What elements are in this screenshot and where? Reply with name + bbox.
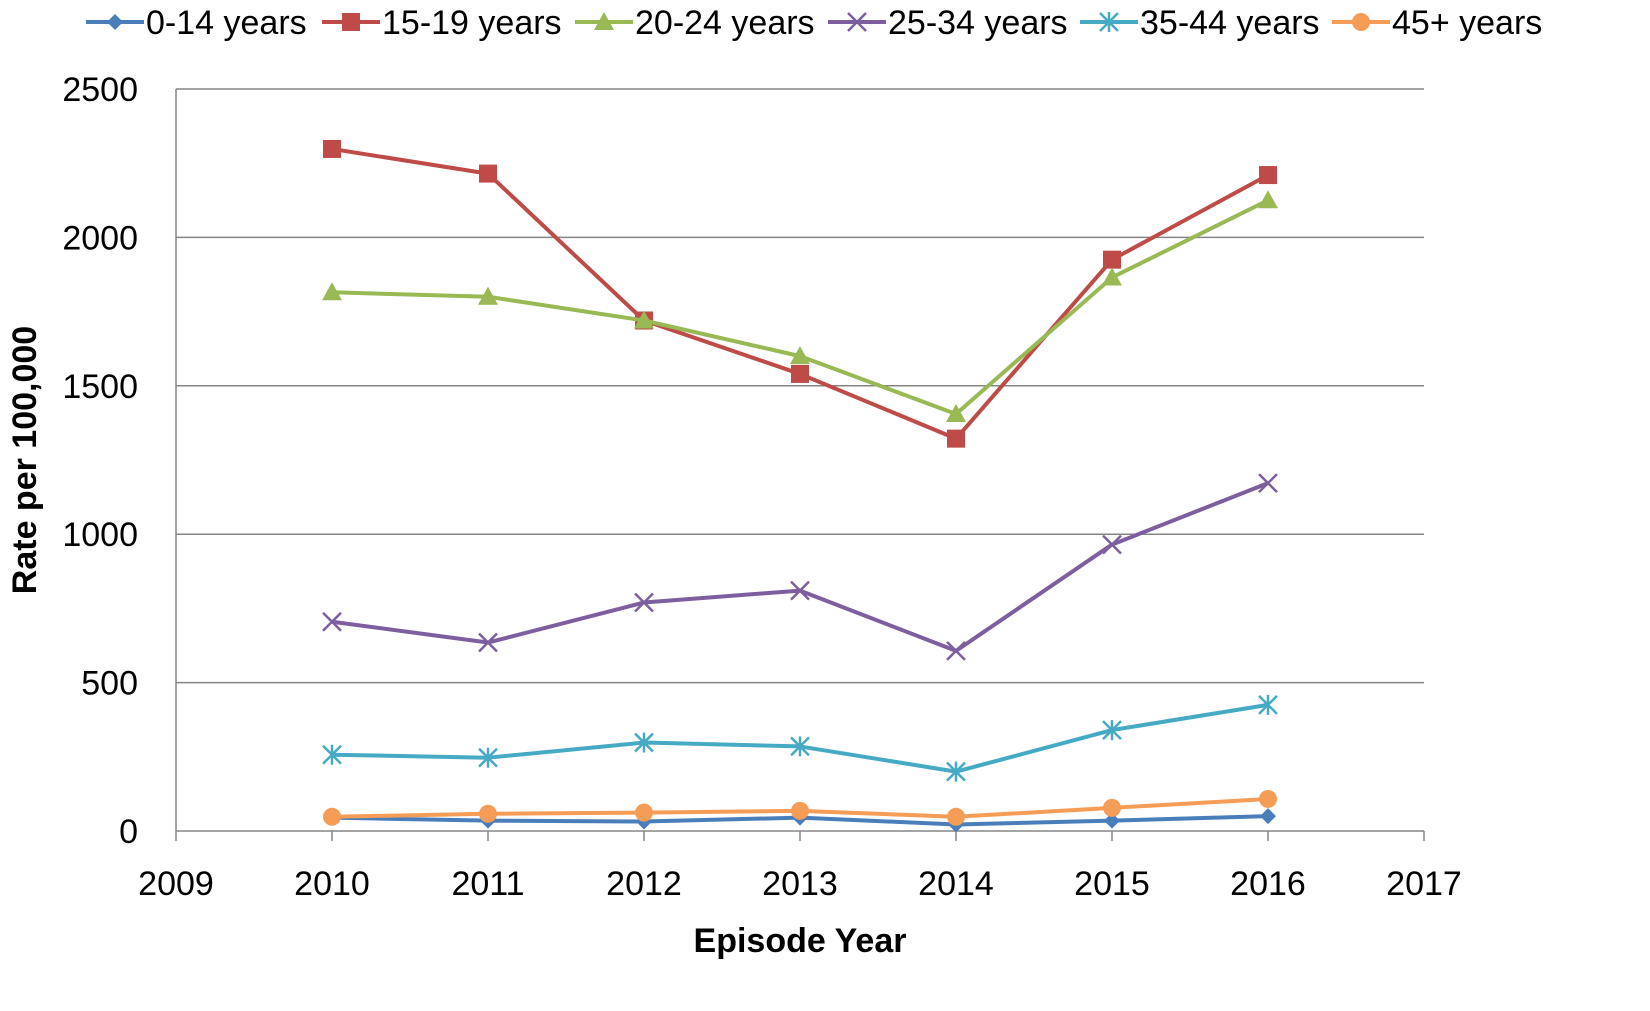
x-tick-label: 2015 bbox=[1074, 865, 1150, 903]
legend-label: 20-24 years bbox=[635, 4, 815, 42]
y-tick-label: 500 bbox=[81, 665, 138, 703]
data-point bbox=[790, 736, 810, 757]
legend-label: 25-34 years bbox=[888, 4, 1068, 42]
legend: 0-14 years 15-19 years 20-24 years 25-34 ye… bbox=[86, 4, 1542, 42]
x-tick-label: 2016 bbox=[1230, 865, 1306, 903]
data-point bbox=[1258, 694, 1278, 715]
legend-marker bbox=[342, 13, 360, 31]
data-point bbox=[322, 744, 342, 765]
data-point bbox=[635, 803, 653, 822]
y-tick-label: 2000 bbox=[62, 219, 138, 257]
data-point bbox=[1258, 473, 1278, 494]
x-axis-ticks: 2009 2010 2011 2012 2013 2014 2015 2016 2017 bbox=[138, 831, 1462, 903]
series-3 bbox=[322, 190, 1278, 422]
legend-item: 45+ years bbox=[1332, 4, 1542, 42]
data-point bbox=[1103, 250, 1121, 269]
y-axis-ticks: 0 500 1000 1500 2000 2500 bbox=[62, 71, 138, 851]
data-point bbox=[634, 592, 654, 613]
data-point bbox=[946, 640, 966, 661]
legend-marker bbox=[847, 12, 867, 32]
data-point bbox=[479, 164, 497, 183]
data-point bbox=[790, 346, 810, 365]
x-tick-label: 2012 bbox=[606, 865, 682, 903]
legend-item: 35-44 years bbox=[1080, 4, 1320, 42]
series-layer bbox=[322, 139, 1278, 833]
series-line bbox=[331, 146, 1269, 441]
axes bbox=[175, 89, 1424, 832]
data-point bbox=[791, 364, 809, 383]
x-tick-label: 2010 bbox=[294, 865, 370, 903]
data-point bbox=[322, 611, 342, 632]
series-5 bbox=[322, 694, 1278, 782]
y-tick-label: 1000 bbox=[62, 516, 138, 554]
legend-marker bbox=[1099, 12, 1119, 32]
data-point bbox=[1259, 166, 1277, 185]
data-point bbox=[479, 804, 497, 823]
legend-marker bbox=[1352, 13, 1370, 31]
x-tick-label: 2017 bbox=[1386, 865, 1462, 903]
data-point bbox=[1102, 534, 1122, 555]
y-axis-title: Rate per 100,000 bbox=[6, 326, 44, 594]
legend-label: 45+ years bbox=[1392, 4, 1542, 42]
y-tick-label: 2500 bbox=[62, 71, 138, 109]
x-tick-label: 2014 bbox=[918, 865, 994, 903]
series-6 bbox=[323, 789, 1277, 826]
data-point bbox=[634, 310, 654, 329]
data-point bbox=[946, 761, 966, 782]
data-point bbox=[1103, 798, 1121, 817]
data-point bbox=[1104, 812, 1120, 829]
data-point bbox=[478, 286, 498, 305]
y-tick-label: 0 bbox=[119, 813, 138, 851]
data-point bbox=[1102, 720, 1122, 741]
data-point bbox=[478, 632, 498, 653]
legend-item: 15-19 years bbox=[322, 4, 562, 42]
data-point bbox=[323, 139, 341, 158]
data-point bbox=[790, 580, 810, 601]
data-point bbox=[323, 807, 341, 826]
legend-item: 0-14 years bbox=[86, 4, 307, 42]
data-point bbox=[947, 429, 965, 448]
x-tick-label: 2009 bbox=[138, 865, 214, 903]
data-point bbox=[322, 282, 342, 301]
series-2 bbox=[323, 139, 1277, 448]
legend-item: 20-24 years bbox=[575, 4, 815, 42]
series-4 bbox=[322, 473, 1278, 661]
series-line bbox=[331, 481, 1269, 653]
legend-marker bbox=[107, 14, 123, 30]
data-point bbox=[1102, 267, 1122, 286]
legend-label: 35-44 years bbox=[1140, 4, 1320, 42]
data-point bbox=[1259, 789, 1277, 808]
y-tick-label: 1500 bbox=[62, 368, 138, 406]
x-tick-label: 2013 bbox=[762, 865, 838, 903]
x-axis-title: Episode Year bbox=[694, 922, 907, 960]
data-point bbox=[634, 732, 654, 753]
legend-item: 25-34 years bbox=[828, 4, 1068, 42]
data-point bbox=[1258, 190, 1278, 209]
data-point bbox=[1260, 808, 1276, 825]
gridlines bbox=[176, 88, 1424, 684]
legend-label: 15-19 years bbox=[382, 4, 562, 42]
data-point bbox=[946, 403, 966, 422]
legend-label: 0-14 years bbox=[146, 4, 307, 42]
x-tick-label: 2011 bbox=[451, 865, 524, 903]
data-point bbox=[947, 807, 965, 826]
data-point bbox=[791, 801, 809, 820]
legend-marker bbox=[594, 12, 614, 30]
data-point bbox=[478, 747, 498, 768]
